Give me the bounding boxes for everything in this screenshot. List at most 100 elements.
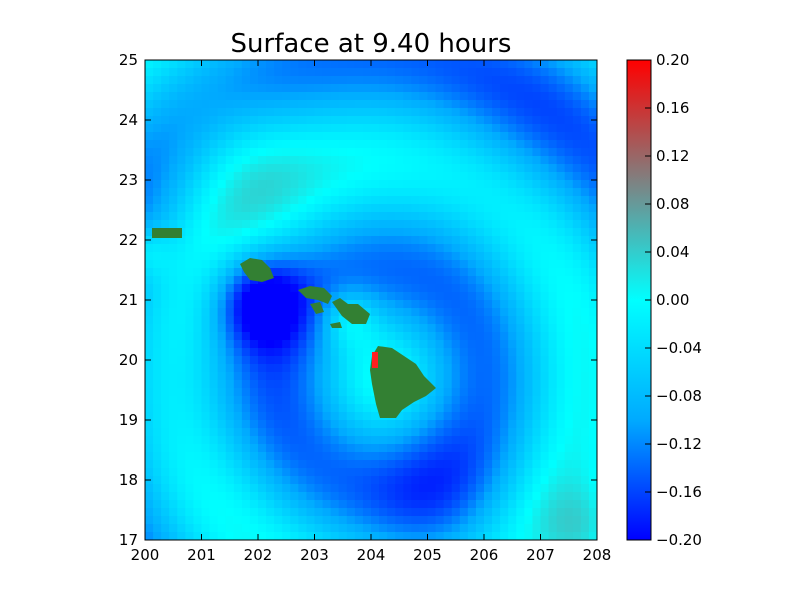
heatmap-cell (572, 132, 582, 141)
heatmap-cell (362, 348, 372, 357)
heatmap-cell (346, 156, 356, 165)
heatmap-cell (338, 220, 348, 229)
heatmap-cell (266, 524, 275, 533)
heatmap-cell (314, 460, 324, 469)
heatmap-cell (145, 332, 154, 341)
heatmap-cell (395, 188, 404, 197)
heatmap-cell (201, 124, 211, 133)
heatmap-cell (338, 228, 348, 237)
heatmap-cell (564, 508, 574, 517)
heatmap-cell (362, 364, 372, 373)
heatmap-cell (500, 428, 509, 437)
heatmap-cell (435, 412, 445, 421)
heatmap-cell (435, 60, 445, 69)
heatmap-cell (379, 212, 388, 221)
heatmap-cell (201, 204, 211, 213)
heatmap-cell (217, 260, 227, 269)
colorbar-tick-label: 0.04 (656, 243, 689, 261)
heatmap-cell (427, 172, 437, 181)
heatmap-cell (524, 116, 534, 125)
heatmap-cell (548, 76, 558, 85)
heatmap-cell (443, 484, 453, 493)
heatmap-cell (169, 140, 178, 149)
heatmap-cell (169, 292, 178, 301)
y-tick-label: 23 (119, 171, 138, 189)
heatmap-cell (193, 356, 203, 365)
heatmap-cell (371, 436, 380, 445)
heatmap-cell (249, 372, 259, 381)
heatmap-cell (387, 444, 396, 453)
heatmap-cell (548, 460, 558, 469)
heatmap-cell (306, 84, 316, 93)
heatmap-cell (185, 308, 195, 317)
heatmap-cell (282, 76, 291, 85)
heatmap-cell (241, 396, 251, 405)
heatmap-cell (177, 148, 186, 157)
heatmap-cell (443, 76, 453, 85)
heatmap-cell (233, 244, 243, 253)
heatmap-cell (266, 220, 275, 229)
heatmap-cell (290, 428, 299, 437)
heatmap-cell (572, 484, 582, 493)
heatmap-cell (314, 332, 324, 341)
heatmap-cell (338, 396, 348, 405)
heatmap-cell (282, 308, 291, 317)
heatmap-cell (362, 100, 372, 109)
heatmap-cell (346, 284, 356, 293)
heatmap-cell (508, 92, 517, 101)
heatmap-cell (177, 444, 186, 453)
heatmap-cell (403, 308, 412, 317)
heatmap-cell (379, 84, 388, 93)
heatmap-cell (411, 476, 421, 485)
heatmap-cell (306, 228, 316, 237)
heatmap-cell (290, 268, 299, 277)
heatmap-cell (314, 164, 324, 173)
heatmap-cell (516, 284, 525, 293)
heatmap-cell (161, 388, 170, 397)
heatmap-cell (193, 332, 203, 341)
heatmap-cell (354, 332, 364, 341)
heatmap-cell (532, 412, 542, 421)
heatmap-cell (572, 532, 582, 540)
heatmap-cell (403, 228, 412, 237)
heatmap-cell (379, 516, 388, 525)
heatmap-cell (282, 332, 291, 341)
heatmap-cell (451, 188, 461, 197)
heatmap-cell (379, 436, 388, 445)
heatmap-cell (524, 76, 534, 85)
heatmap-cell (282, 276, 291, 285)
heatmap-cell (185, 276, 195, 285)
heatmap-cell (338, 460, 348, 469)
heatmap-cell (306, 108, 316, 117)
heatmap-cell (193, 524, 203, 533)
heatmap-cell (249, 212, 259, 221)
heatmap-cell (306, 476, 316, 485)
heatmap-cell (387, 500, 396, 509)
heatmap-cell (217, 116, 227, 125)
heatmap-cell (225, 372, 235, 381)
heatmap-cell (249, 508, 259, 517)
heatmap-cell (508, 188, 517, 197)
heatmap-cell (532, 268, 542, 277)
heatmap-cell (524, 428, 534, 437)
heatmap-cell (379, 204, 388, 213)
heatmap-cell (306, 236, 316, 245)
heatmap-cell (588, 156, 597, 165)
heatmap-cell (580, 100, 590, 109)
heatmap-cell (225, 236, 235, 245)
heatmap-cell (475, 372, 485, 381)
heatmap-cell (588, 252, 597, 261)
heatmap-cell (354, 276, 364, 285)
heatmap-cell (475, 292, 485, 301)
heatmap-cell (508, 108, 517, 117)
heatmap-cell (427, 492, 437, 501)
heatmap-cell (580, 300, 590, 309)
heatmap-cell (588, 340, 597, 349)
heatmap-cell (322, 452, 332, 461)
heatmap-cell (516, 444, 525, 453)
heatmap-cell (346, 356, 356, 365)
heatmap-cell (379, 484, 388, 493)
heatmap-cell (524, 452, 534, 461)
heatmap-cell (306, 140, 316, 149)
heatmap-cell (153, 476, 162, 485)
